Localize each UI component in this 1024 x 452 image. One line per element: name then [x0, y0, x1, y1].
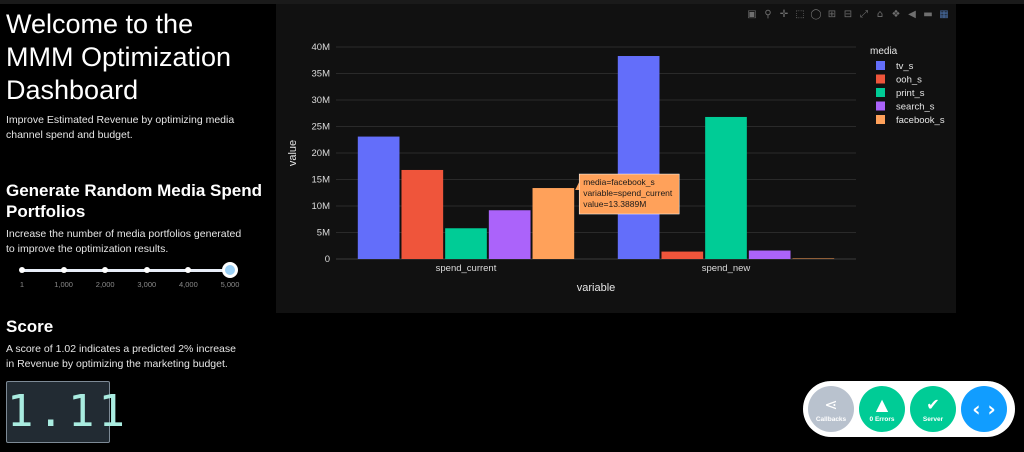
check-icon: ✔	[926, 394, 940, 414]
portfolio-heading: Generate Random Media Spend Portfolios	[6, 181, 262, 221]
legend-swatch-search_s[interactable]	[876, 101, 885, 111]
camera-icon[interactable]: ▣	[747, 9, 757, 20]
bell-icon: ▲	[875, 394, 889, 414]
slider-mark-label: 2,000	[95, 280, 115, 289]
bar-search_s-spend_current[interactable]	[488, 210, 531, 259]
home-icon[interactable]: ⌂	[876, 9, 884, 20]
slider-mark-label: 1,000	[54, 280, 73, 289]
share-icon: ⋖	[824, 394, 838, 414]
y-tick-label: 0	[325, 254, 330, 265]
y-tick-label: 40M	[312, 42, 331, 53]
y-axis-title: value	[287, 140, 299, 166]
legend-title: media	[870, 46, 898, 57]
y-tick-label: 15M	[312, 175, 331, 186]
debug-menu: ⋖ Callbacks ▲ 0 Errors ✔ Server ‹ ›	[803, 381, 1015, 437]
portfolio-section: Generate Random Media Spend Portfolios I…	[6, 180, 268, 257]
lasso-icon[interactable]: ◯	[810, 9, 822, 20]
toggle-debug-button[interactable]: ‹ ›	[961, 386, 1007, 432]
slider-mark-label: 3,000	[137, 280, 157, 289]
page-title: Welcome to the MMM Optimization Dashboar…	[6, 9, 232, 105]
bar-facebook_s-spend_new[interactable]	[792, 258, 835, 259]
slider-mark-dot[interactable]	[185, 267, 192, 273]
legend-label-search_s[interactable]: search_s	[896, 102, 935, 113]
spend-chart[interactable]: 0 5M 10M 15M 20M 25M 30M 35M 40M spend_current spe…	[276, 4, 956, 313]
slider-track[interactable]	[22, 269, 230, 272]
slider-mark-dot[interactable]	[60, 267, 67, 273]
portfolio-description: Increase the number of media portfolios …	[6, 228, 242, 255]
x-axis-title: variable	[577, 282, 616, 294]
x-tick-label: spend_current	[436, 263, 497, 274]
legend-label-facebook_s[interactable]: facebook_s	[896, 115, 945, 126]
errors-label: 0 Errors	[869, 415, 895, 423]
score-heading: Score	[6, 317, 54, 336]
bar-facebook_s-spend_current[interactable]	[532, 188, 575, 259]
x-tick-label: spend_new	[702, 263, 751, 274]
bar-print_s-spend_new[interactable]	[705, 116, 747, 260]
bar-ooh_s-spend_new[interactable]	[661, 251, 704, 259]
spike-lines-icon[interactable]: ❖	[891, 9, 901, 20]
slider-mark-dot[interactable]	[102, 267, 109, 273]
score-display: 1.11	[6, 381, 129, 443]
server-label: Server	[922, 415, 944, 423]
score-section: Score A score of 1.02 indicates a predic…	[6, 316, 268, 372]
code-icon: ‹ ›	[972, 397, 996, 421]
score-description: A score of 1.02 indicates a predicted 2%…	[6, 343, 236, 370]
bar-ooh_s-spend_current[interactable]	[401, 169, 444, 259]
tooltip-line: variable=spend_current	[583, 188, 673, 198]
portfolio-slider[interactable]: 1 1,000 2,000 3,000 4,000 5,000	[19, 262, 239, 292]
legend-swatch-tv_s[interactable]	[876, 61, 885, 70]
errors-button[interactable]: ▲ 0 Errors	[859, 386, 905, 432]
bar-tv_s-spend_current[interactable]	[357, 136, 400, 259]
legend-label-tv_s[interactable]: tv_s	[896, 61, 914, 72]
chart-svg: 0 5M 10M 15M 20M 25M 30M 35M 40M spend_current spe…	[287, 42, 945, 294]
autoscale-icon[interactable]: ⤢	[860, 9, 868, 20]
callbacks-button[interactable]: ⋖ Callbacks	[808, 386, 854, 432]
tooltip-line: media=facebook_s	[583, 177, 655, 187]
pan-icon[interactable]: ✛	[779, 9, 789, 20]
legend-swatch-facebook_s[interactable]	[876, 115, 885, 124]
legend-swatch-ooh_s[interactable]	[876, 74, 885, 84]
hover-closest-icon[interactable]: ◀	[908, 9, 916, 20]
legend-label-print_s[interactable]: print_s	[896, 88, 925, 99]
tooltip-line: value=13.3889M	[583, 199, 646, 209]
tooltip-pointer	[575, 182, 580, 191]
slider-mark-label: 1	[19, 280, 25, 289]
server-button[interactable]: ✔ Server	[910, 386, 956, 432]
hover-compare-icon[interactable]: ▬	[923, 9, 933, 20]
y-tick-label: 10M	[312, 201, 331, 212]
y-tick-label: 35M	[312, 69, 331, 80]
y-tick-label: 5M	[317, 228, 330, 239]
page-description: Improve Estimated Revenue by optimizing …	[6, 114, 235, 141]
slider-handle[interactable]	[222, 262, 238, 278]
zoom-in-icon[interactable]: ⊞	[827, 9, 837, 20]
callbacks-label: Callbacks	[815, 415, 847, 423]
legend-label-ooh_s[interactable]: ooh_s	[896, 75, 922, 86]
y-tick-label: 30M	[312, 95, 331, 106]
tooltip-box	[578, 173, 680, 215]
slider-mark-label: 4,000	[179, 280, 198, 289]
slider-mark-dot[interactable]	[143, 267, 150, 273]
box-select-icon[interactable]: ⬚	[795, 9, 805, 20]
score-value: 1.11	[7, 386, 129, 437]
bar-tv_s-spend_new[interactable]	[617, 56, 660, 260]
y-tick-label: 20M	[312, 148, 331, 159]
plotly-logo-icon[interactable]: ▦	[939, 9, 949, 20]
slider-mark-label: 5,000	[220, 280, 240, 289]
intro-section: Welcome to the MMM Optimization Dashboar…	[6, 8, 268, 143]
zoom-out-icon[interactable]: ⊟	[843, 9, 853, 20]
bar-search_s-spend_new[interactable]	[748, 250, 791, 259]
bar-print_s-spend_current[interactable]	[445, 228, 487, 259]
y-tick-label: 25M	[312, 122, 331, 133]
legend-swatch-print_s[interactable]	[876, 88, 885, 97]
zoom-icon[interactable]: ⚲	[764, 9, 772, 20]
top-border	[0, 0, 1024, 4]
slider-mark-dot[interactable]	[19, 267, 25, 273]
chart-modebar: ▣ ⚲ ✛ ⬚ ◯ ⊞ ⊟ ⤢ ⌂ ❖ ◀ ▬ ▦	[746, 8, 950, 22]
